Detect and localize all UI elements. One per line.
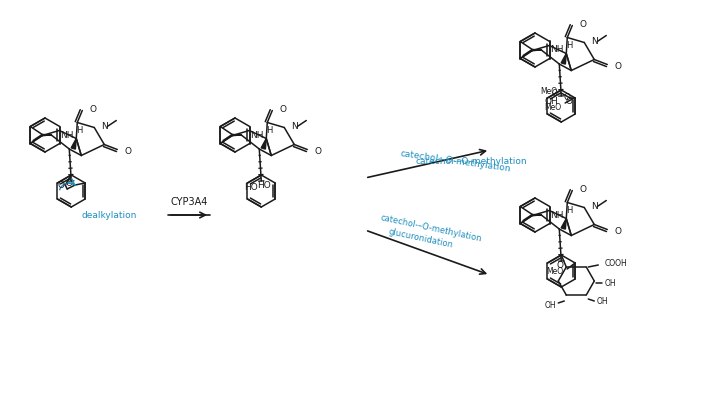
Text: HO: HO bbox=[245, 182, 258, 192]
Text: N: N bbox=[591, 202, 598, 211]
Text: O: O bbox=[279, 105, 287, 114]
Text: O: O bbox=[556, 262, 563, 270]
Polygon shape bbox=[561, 54, 566, 64]
Text: O: O bbox=[579, 185, 586, 194]
Text: O: O bbox=[579, 20, 586, 29]
Text: MeO: MeO bbox=[546, 266, 563, 276]
Text: O: O bbox=[614, 227, 621, 236]
Text: O: O bbox=[614, 62, 621, 71]
Text: H: H bbox=[566, 206, 573, 215]
Text: NH: NH bbox=[550, 46, 564, 54]
Text: MeO: MeO bbox=[540, 88, 557, 96]
Text: N: N bbox=[291, 122, 298, 131]
Text: OH: OH bbox=[604, 278, 616, 288]
Text: O: O bbox=[552, 88, 557, 98]
Text: H: H bbox=[566, 41, 573, 50]
Text: O: O bbox=[563, 94, 570, 102]
Text: catechol-–O-methylation: catechol-–O-methylation bbox=[380, 213, 483, 243]
Polygon shape bbox=[561, 218, 566, 229]
Polygon shape bbox=[261, 138, 266, 149]
Text: NH: NH bbox=[550, 210, 564, 220]
Text: OH: OH bbox=[544, 96, 558, 106]
Text: NH: NH bbox=[251, 130, 264, 140]
Text: glucuronidation: glucuronidation bbox=[388, 227, 454, 249]
Polygon shape bbox=[71, 138, 77, 149]
Text: MeO: MeO bbox=[544, 102, 561, 112]
Text: O: O bbox=[565, 96, 573, 106]
Text: O: O bbox=[314, 147, 321, 156]
Text: CYP3A4: CYP3A4 bbox=[170, 197, 208, 207]
Text: O: O bbox=[65, 180, 72, 188]
Text: N: N bbox=[101, 122, 108, 131]
Text: catechol-–O-methylation: catechol-–O-methylation bbox=[400, 149, 512, 173]
Text: NH: NH bbox=[60, 130, 74, 140]
Text: HO: HO bbox=[257, 180, 271, 190]
Text: O: O bbox=[124, 147, 131, 156]
Text: catechol-–O-methylation: catechol-–O-methylation bbox=[415, 158, 526, 166]
Text: OH: OH bbox=[596, 296, 608, 306]
Text: N: N bbox=[591, 37, 598, 46]
Text: OH: OH bbox=[544, 300, 556, 310]
Text: H: H bbox=[266, 126, 272, 135]
Text: O: O bbox=[57, 182, 64, 190]
Text: COOH: COOH bbox=[604, 260, 627, 268]
Text: H: H bbox=[76, 126, 82, 135]
Text: dealkylation: dealkylation bbox=[81, 210, 136, 220]
Text: O: O bbox=[90, 105, 96, 114]
